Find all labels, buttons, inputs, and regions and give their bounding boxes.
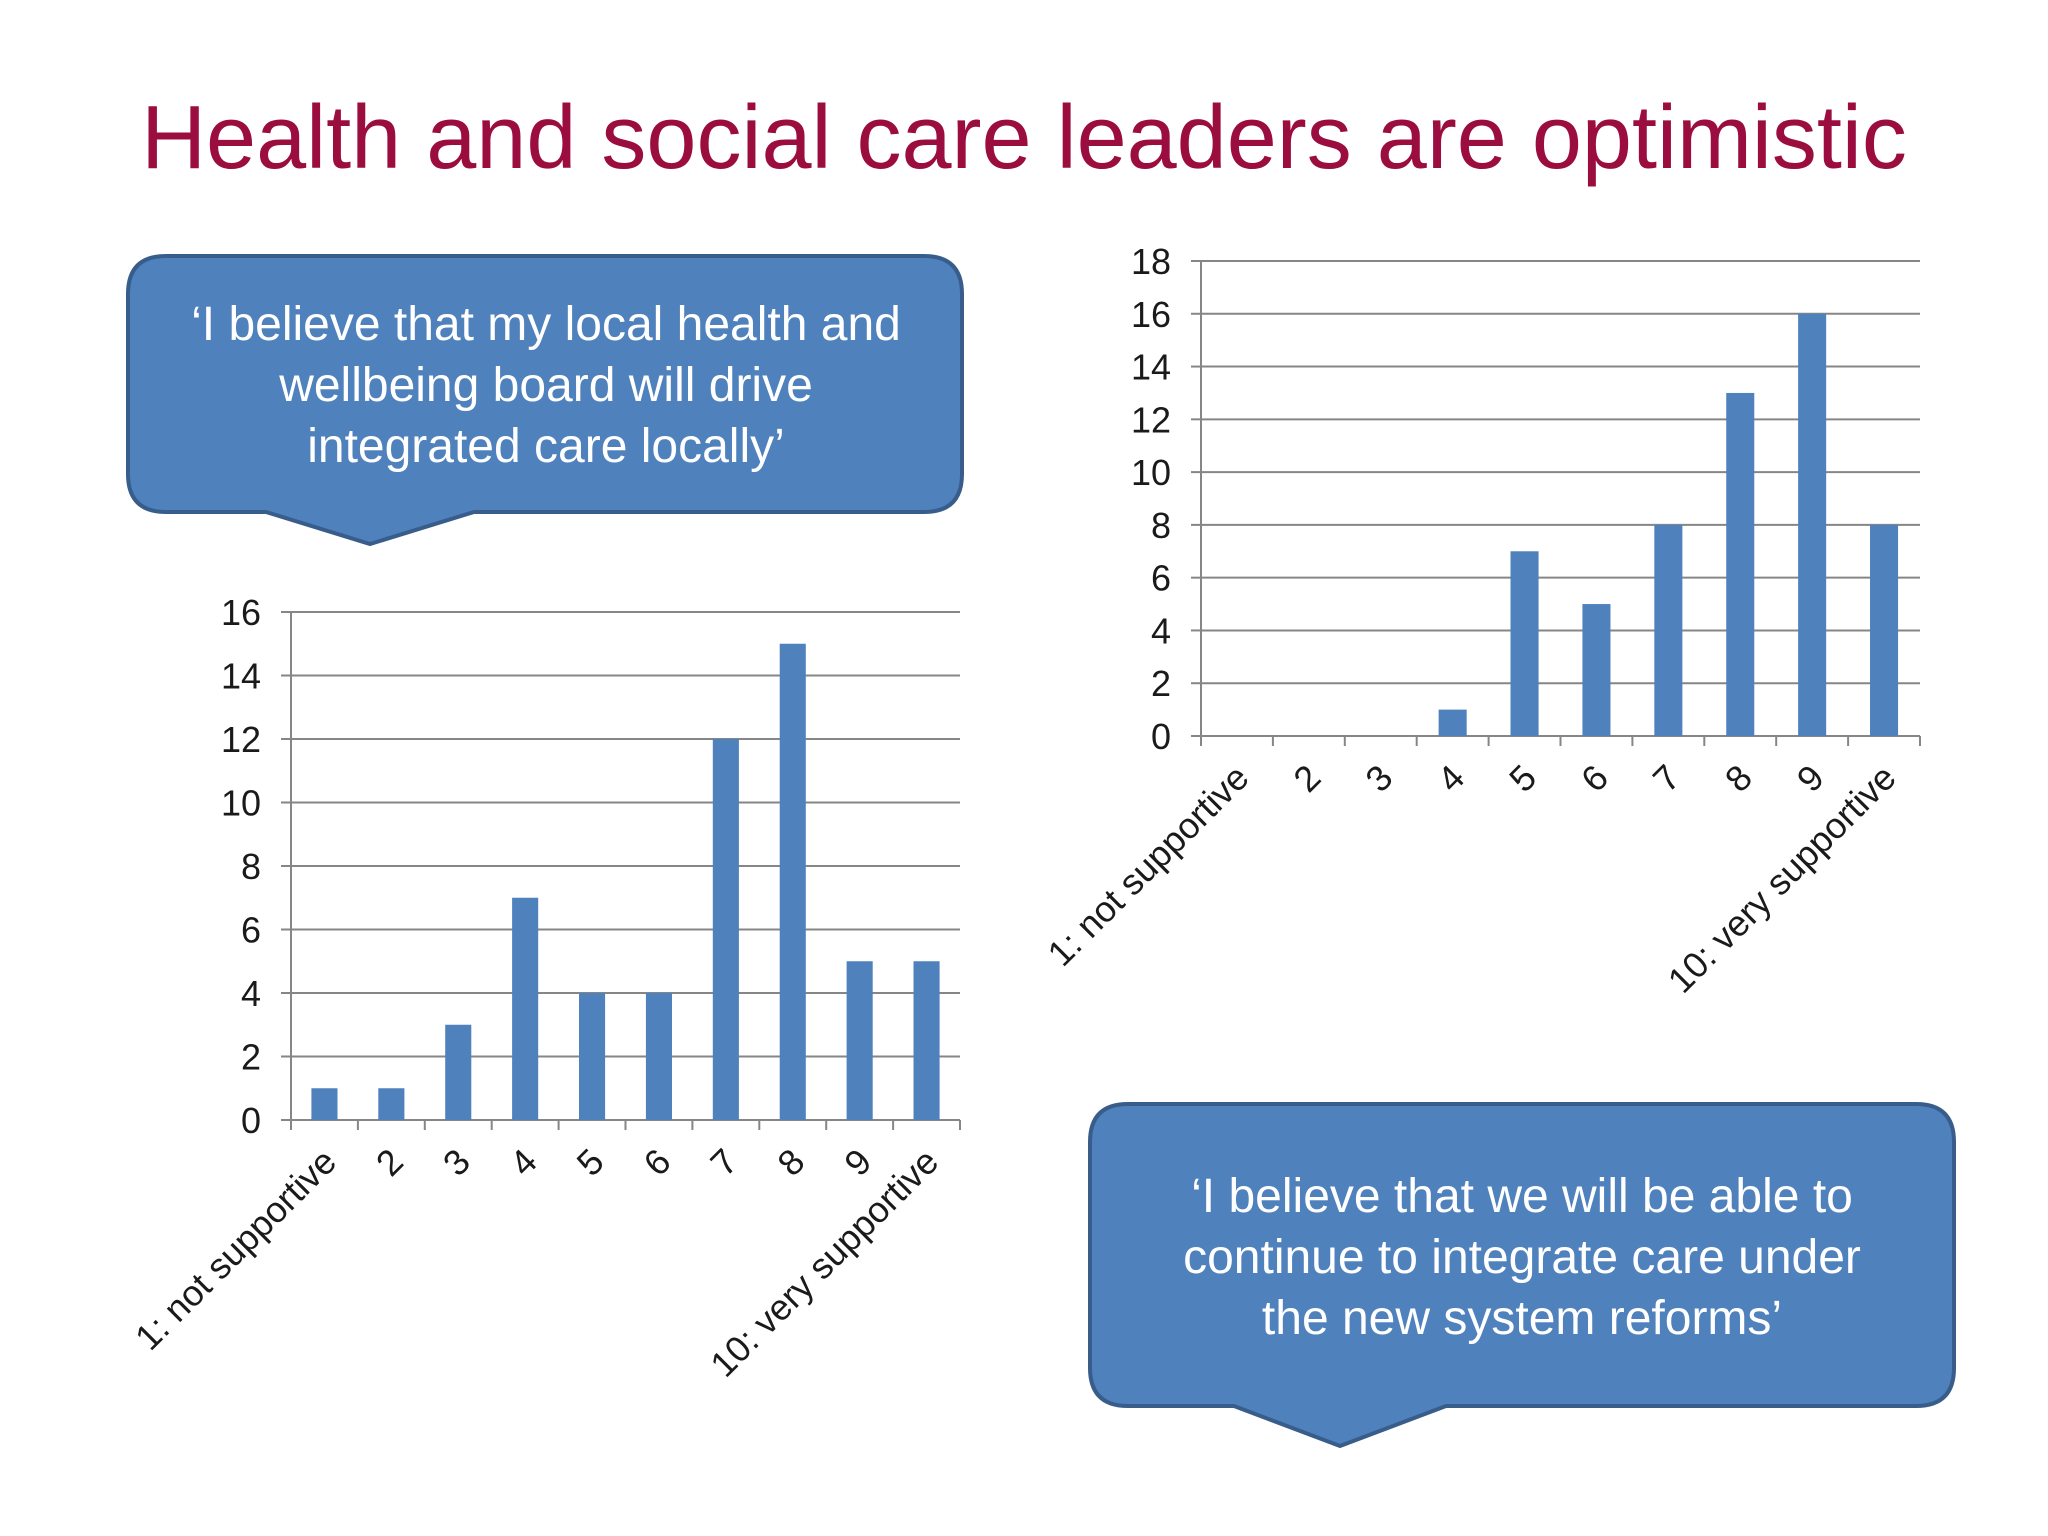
y-tick-label: 6 [1151, 558, 1171, 599]
y-tick-label: 6 [241, 910, 261, 951]
bar [1654, 524, 1683, 736]
callout-left-line: integrated care locally’ [307, 420, 785, 473]
slide-title: Health and social care leaders are optim… [141, 88, 1907, 188]
callout-right-quote: ‘I believe that we will be able to conti… [1094, 1166, 1950, 1349]
callout-right-line: continue to integrate care under [1183, 1231, 1861, 1284]
y-tick-label: 10 [221, 783, 261, 824]
bar [311, 1088, 338, 1120]
bar [712, 739, 739, 1120]
bar [779, 643, 806, 1120]
y-tick-label: 4 [1151, 610, 1171, 651]
callout-left-quote: ‘I believe that my local health and well… [136, 294, 956, 477]
bar [579, 993, 606, 1120]
x-tick-label: 9 [1789, 757, 1832, 800]
bar [1798, 313, 1827, 736]
bar [378, 1088, 405, 1120]
y-tick-label: 0 [1151, 716, 1171, 757]
callout-left-line: ‘I believe that my local health and [191, 298, 901, 351]
y-tick-label: 2 [1151, 663, 1171, 704]
x-tick-label: 2 [1285, 757, 1328, 800]
y-tick-label: 8 [241, 846, 261, 887]
bar [1870, 524, 1899, 736]
bar [512, 897, 539, 1120]
bar [1726, 392, 1755, 736]
callout-right-line: the new system reforms’ [1261, 1292, 1783, 1345]
bar [1582, 604, 1611, 736]
bar [913, 961, 940, 1120]
y-tick-label: 2 [241, 1037, 261, 1078]
y-tick-label: 16 [221, 592, 261, 633]
y-tick-label: 4 [241, 973, 261, 1014]
bar [1510, 551, 1539, 736]
bar [1438, 709, 1467, 736]
x-tick-label: 6 [1573, 757, 1616, 800]
x-tick-label: 3 [1357, 757, 1400, 800]
x-tick-label: 8 [1717, 757, 1760, 800]
x-tick-label: 10: very supportive [1660, 757, 1904, 1001]
y-tick-label: 0 [241, 1100, 261, 1141]
x-tick-label: 1: not supportive [1039, 757, 1256, 974]
callout-right-line: ‘I believe that we will be able to [1191, 1170, 1853, 1223]
y-tick-label: 14 [221, 656, 261, 697]
y-tick-label: 18 [1131, 241, 1171, 282]
x-tick-label: 7 [1645, 757, 1688, 800]
bar [846, 961, 873, 1120]
y-tick-label: 8 [1151, 505, 1171, 546]
y-tick-label: 10 [1131, 452, 1171, 493]
x-tick-label: 4 [1429, 757, 1472, 800]
x-tick-label: 5 [1501, 757, 1544, 800]
callout-left-line: wellbeing board will drive [279, 359, 813, 412]
y-tick-label: 16 [1131, 294, 1171, 335]
y-tick-label: 12 [1131, 399, 1171, 440]
y-tick-label: 14 [1131, 347, 1171, 388]
y-tick-label: 12 [221, 719, 261, 760]
bar [445, 1024, 472, 1120]
bar [645, 993, 672, 1120]
